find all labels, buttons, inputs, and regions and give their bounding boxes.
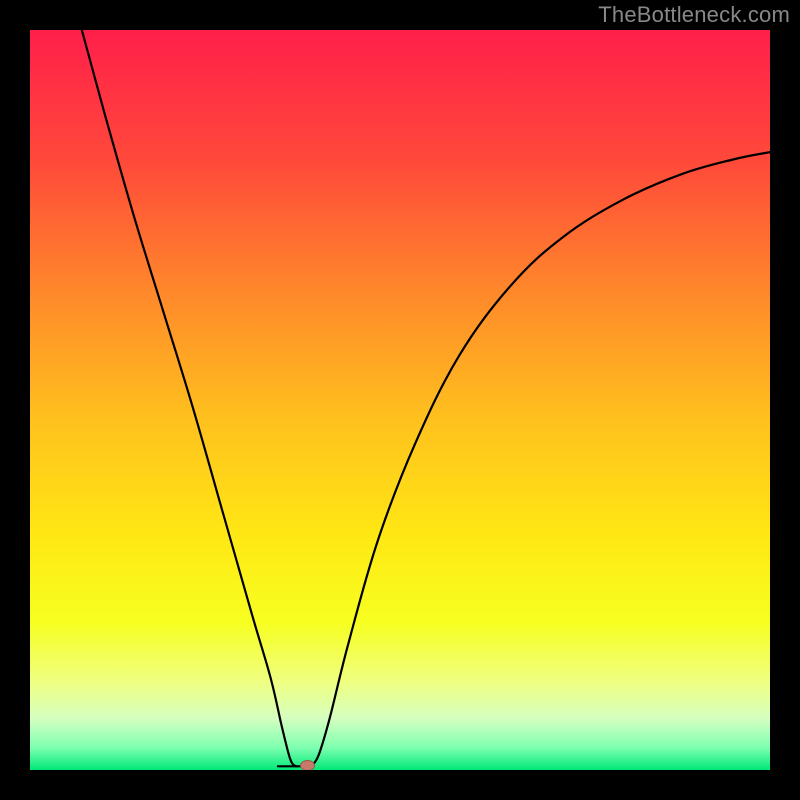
bottleneck-chart [0, 0, 800, 800]
watermark-text: TheBottleneck.com [598, 2, 790, 28]
plot-background [30, 30, 770, 770]
chart-container: TheBottleneck.com [0, 0, 800, 800]
minimum-marker [301, 761, 315, 771]
